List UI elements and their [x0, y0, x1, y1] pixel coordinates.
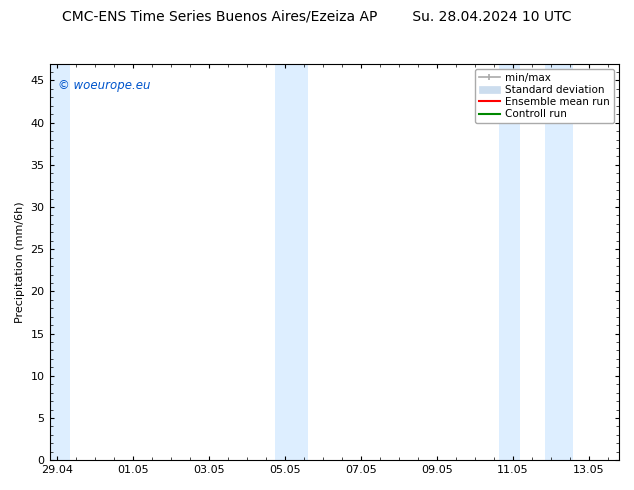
Y-axis label: Precipitation (mm/6h): Precipitation (mm/6h) [15, 201, 25, 323]
Bar [545, 64, 573, 460]
Bar [51, 64, 70, 460]
Bar [500, 64, 521, 460]
Bar [275, 64, 307, 460]
Text: © woeurope.eu: © woeurope.eu [58, 79, 151, 93]
Legend: min/max, Standard deviation, Ensemble mean run, Controll run: min/max, Standard deviation, Ensemble me… [475, 69, 614, 123]
Text: CMC-ENS Time Series Buenos Aires/Ezeiza AP        Su. 28.04.2024 10 UTC: CMC-ENS Time Series Buenos Aires/Ezeiza … [62, 10, 572, 24]
